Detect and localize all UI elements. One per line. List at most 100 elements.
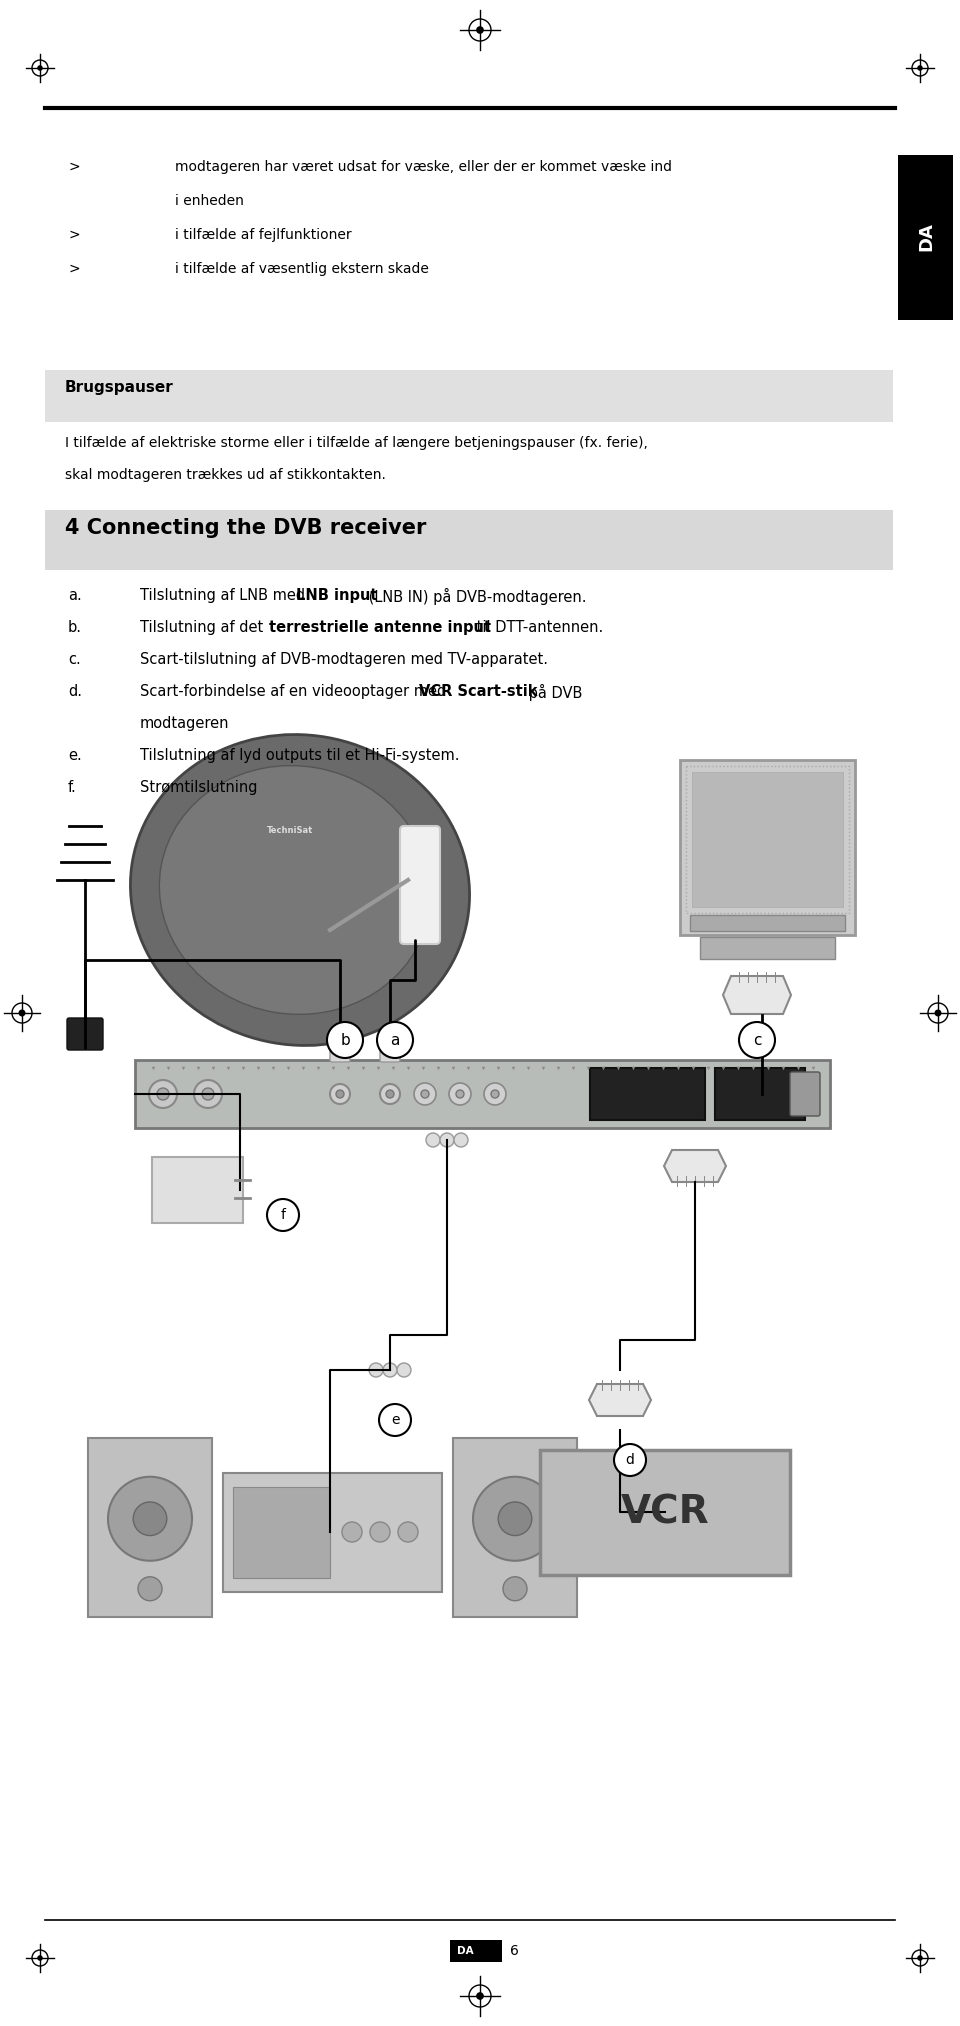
Circle shape xyxy=(149,1080,177,1108)
FancyBboxPatch shape xyxy=(453,1438,577,1617)
Circle shape xyxy=(194,1080,222,1108)
FancyBboxPatch shape xyxy=(590,1068,705,1120)
Circle shape xyxy=(398,1522,418,1542)
Text: TechniSat: TechniSat xyxy=(267,825,313,835)
Circle shape xyxy=(397,1363,411,1378)
Text: 6: 6 xyxy=(510,1945,518,1957)
Text: skal modtageren trækkes ud af stikkontakten.: skal modtageren trækkes ud af stikkontak… xyxy=(65,468,386,482)
FancyBboxPatch shape xyxy=(450,1941,502,1961)
Text: a: a xyxy=(391,1033,399,1047)
Text: >: > xyxy=(68,229,80,241)
FancyBboxPatch shape xyxy=(45,511,893,569)
Text: f: f xyxy=(280,1207,285,1222)
Text: e.: e. xyxy=(68,748,82,764)
Circle shape xyxy=(327,1021,363,1058)
Text: modtageren: modtageren xyxy=(140,715,229,731)
Circle shape xyxy=(330,1084,350,1104)
FancyBboxPatch shape xyxy=(690,916,845,932)
Text: terrestrielle antenne input: terrestrielle antenne input xyxy=(269,620,492,634)
Circle shape xyxy=(370,1522,390,1542)
Circle shape xyxy=(476,26,484,34)
Ellipse shape xyxy=(131,735,469,1045)
Text: d.: d. xyxy=(68,685,82,699)
Text: (LNB IN) på DVB-modtageren.: (LNB IN) på DVB-modtageren. xyxy=(364,588,587,606)
Text: modtageren har været udsat for væske, eller der er kommet væske ind: modtageren har været udsat for væske, el… xyxy=(175,160,672,174)
Text: a.: a. xyxy=(68,588,82,604)
FancyBboxPatch shape xyxy=(715,1068,805,1120)
FancyBboxPatch shape xyxy=(692,772,843,908)
Circle shape xyxy=(473,1477,557,1560)
Text: VCR: VCR xyxy=(621,1493,709,1532)
Circle shape xyxy=(138,1576,162,1601)
Circle shape xyxy=(369,1363,383,1378)
Circle shape xyxy=(18,1009,26,1017)
Circle shape xyxy=(414,1084,436,1104)
Circle shape xyxy=(342,1522,362,1542)
FancyBboxPatch shape xyxy=(233,1487,330,1578)
Circle shape xyxy=(917,65,923,71)
Circle shape xyxy=(456,1090,464,1098)
Circle shape xyxy=(379,1404,411,1436)
Text: Scart-tilslutning af DVB-modtageren med TV-apparatet.: Scart-tilslutning af DVB-modtageren med … xyxy=(140,652,548,667)
Circle shape xyxy=(484,1084,506,1104)
FancyBboxPatch shape xyxy=(898,156,953,320)
FancyBboxPatch shape xyxy=(380,1029,400,1062)
Circle shape xyxy=(917,1955,923,1961)
Text: Tilslutning af LNB med: Tilslutning af LNB med xyxy=(140,588,310,604)
FancyBboxPatch shape xyxy=(67,1017,103,1049)
Polygon shape xyxy=(723,977,791,1013)
FancyBboxPatch shape xyxy=(45,371,893,421)
Circle shape xyxy=(380,1084,400,1104)
Circle shape xyxy=(108,1477,192,1560)
Circle shape xyxy=(336,1090,344,1098)
Circle shape xyxy=(37,65,43,71)
FancyBboxPatch shape xyxy=(700,936,835,958)
Text: til DTT-antennen.: til DTT-antennen. xyxy=(471,620,603,634)
Text: DA: DA xyxy=(457,1947,473,1955)
FancyBboxPatch shape xyxy=(223,1473,442,1592)
Text: d: d xyxy=(626,1453,635,1467)
Text: f.: f. xyxy=(68,780,77,794)
Text: i tilfælde af væsentlig ekstern skade: i tilfælde af væsentlig ekstern skade xyxy=(175,261,429,276)
Text: LNB input: LNB input xyxy=(297,588,378,604)
Circle shape xyxy=(449,1084,471,1104)
FancyBboxPatch shape xyxy=(680,760,855,936)
Circle shape xyxy=(157,1088,169,1100)
Ellipse shape xyxy=(159,766,431,1015)
Text: c.: c. xyxy=(68,652,81,667)
FancyBboxPatch shape xyxy=(88,1438,212,1617)
Circle shape xyxy=(498,1501,532,1536)
Circle shape xyxy=(202,1088,214,1100)
Text: på DVB: på DVB xyxy=(524,685,582,701)
Text: b: b xyxy=(340,1033,349,1047)
Text: I tilfælde af elektriske storme eller i tilfælde af længere betjeningspauser (fx: I tilfælde af elektriske storme eller i … xyxy=(65,436,648,450)
Text: i tilfælde af fejlfunktioner: i tilfælde af fejlfunktioner xyxy=(175,229,351,241)
Text: Brugspauser: Brugspauser xyxy=(65,381,174,395)
Circle shape xyxy=(614,1445,646,1477)
Text: i enheden: i enheden xyxy=(175,194,244,209)
FancyBboxPatch shape xyxy=(540,1451,790,1574)
FancyBboxPatch shape xyxy=(152,1157,243,1224)
Text: DA: DA xyxy=(917,223,935,251)
Circle shape xyxy=(934,1009,942,1017)
Text: >: > xyxy=(68,160,80,174)
FancyBboxPatch shape xyxy=(330,1029,350,1062)
Text: c: c xyxy=(753,1033,761,1047)
FancyBboxPatch shape xyxy=(400,827,440,944)
Text: Scart-forbindelse af en videooptager med: Scart-forbindelse af en videooptager med xyxy=(140,685,451,699)
Circle shape xyxy=(267,1199,299,1232)
FancyBboxPatch shape xyxy=(790,1072,820,1116)
Text: b.: b. xyxy=(68,620,82,634)
Text: VCR Scart-stik: VCR Scart-stik xyxy=(419,685,538,699)
Text: 4 Connecting the DVB receiver: 4 Connecting the DVB receiver xyxy=(65,519,426,539)
Circle shape xyxy=(503,1576,527,1601)
Circle shape xyxy=(426,1133,440,1147)
Text: e: e xyxy=(391,1412,399,1426)
Text: Tilslutning af det: Tilslutning af det xyxy=(140,620,268,634)
Polygon shape xyxy=(664,1151,726,1181)
Circle shape xyxy=(491,1090,499,1098)
Circle shape xyxy=(476,1992,484,2000)
Text: Tilslutning af lyd outputs til et Hi-Fi-system.: Tilslutning af lyd outputs til et Hi-Fi-… xyxy=(140,748,460,764)
Circle shape xyxy=(440,1133,454,1147)
Circle shape xyxy=(377,1021,413,1058)
